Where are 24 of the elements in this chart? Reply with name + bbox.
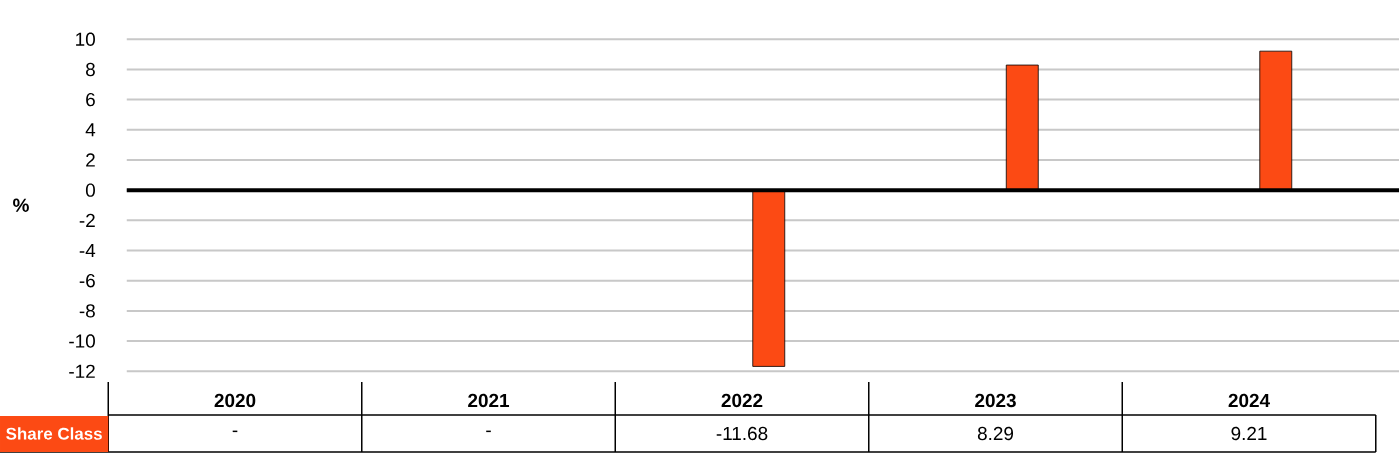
x-tick-label: 2023: [975, 393, 1016, 408]
data-label: 8.29: [977, 426, 1014, 441]
x-tick-label: 2021: [468, 393, 510, 408]
y-tick-label: -8: [79, 304, 95, 318]
y-tick-label: 2: [86, 153, 95, 167]
x-tick-label: 2020: [214, 393, 256, 408]
y-tick-label: -2: [79, 213, 95, 227]
y-tick-label: -4: [79, 244, 96, 258]
y-axis-title: %: [13, 198, 29, 212]
y-tick-label: 8: [86, 62, 95, 77]
text: -: [232, 430, 238, 433]
x-tick-label: 2024: [1228, 393, 1270, 408]
data-label: -11.68: [716, 426, 768, 441]
text: -: [486, 430, 491, 433]
y-tick-label: 0: [85, 183, 95, 197]
y-tick-label: -10: [69, 334, 95, 348]
y-tick-label: 6: [86, 92, 95, 107]
text: Share Class: [6, 427, 102, 440]
y-tick-label: -6: [79, 274, 95, 288]
x-tick-label: 2022: [721, 393, 763, 408]
y-tick-label: 10: [76, 32, 95, 46]
y-tick-label: 4: [85, 123, 96, 137]
data-label: 9.21: [1231, 426, 1267, 441]
y-tick-label: -12: [69, 364, 95, 378]
